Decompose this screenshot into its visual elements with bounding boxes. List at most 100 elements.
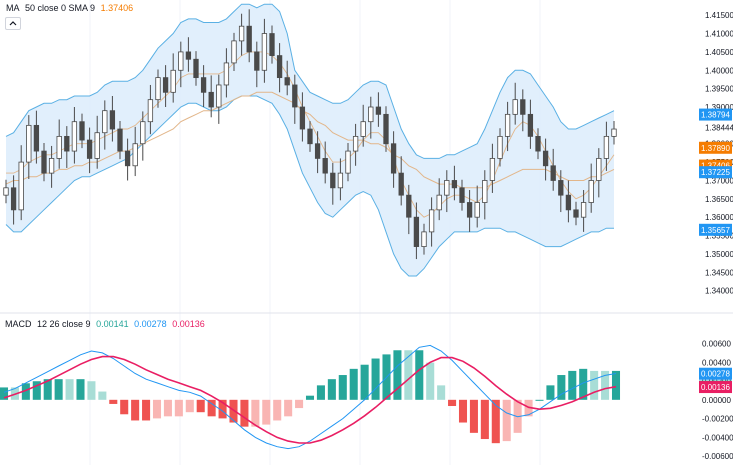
- candle-body: [375, 106, 382, 115]
- candle-body: [56, 135, 62, 159]
- collapse-legend-button[interactable]: [5, 17, 21, 30]
- macd-histogram-bar: [284, 399, 293, 417]
- main-legend-value: 1.37406: [100, 3, 134, 13]
- y-tick-label: 1.36500: [705, 195, 733, 204]
- macd-histogram-bar: [65, 379, 74, 400]
- macd-histogram-bar: [611, 370, 621, 400]
- price-label: 1.37890: [701, 144, 730, 153]
- macd-histogram-bar: [426, 362, 435, 400]
- candle-body: [580, 202, 587, 218]
- ma-slow-line: [5, 91, 615, 189]
- candle-body: [322, 158, 328, 174]
- main-legend-name: MA: [6, 3, 20, 13]
- macd-value-label: 0.00136: [701, 383, 730, 392]
- macd-legend[interactable]: MACD 12 26 close 9 0.00141 0.00278 0.001…: [5, 319, 208, 329]
- candle-body: [314, 143, 321, 159]
- macd-tick-label: 0.00000: [702, 396, 731, 405]
- macd-histogram-bar: [316, 385, 325, 400]
- candle-body: [185, 51, 192, 60]
- macd-histogram-bar: [120, 399, 129, 415]
- candle-body: [611, 128, 617, 137]
- macd-histogram-bar: [76, 379, 85, 400]
- y-tick-label: 1.38444: [705, 123, 733, 132]
- candle-body: [26, 124, 32, 163]
- candle-body: [482, 180, 488, 203]
- candle-body: [10, 187, 17, 211]
- candle-body: [124, 150, 131, 167]
- macd-legend-name: MACD: [5, 319, 32, 329]
- macd-tick-label: -0.00200: [702, 415, 733, 424]
- macd-histogram-bar: [469, 399, 478, 433]
- candle-body: [459, 187, 465, 203]
- macd-tick-label: -0.00400: [702, 433, 733, 442]
- candle-body: [489, 158, 496, 181]
- macd-histogram-bar: [371, 358, 380, 400]
- candle-body: [504, 113, 511, 137]
- macd-tick-label: -0.00600: [702, 452, 733, 461]
- candle-body: [162, 77, 169, 93]
- macd-histogram-bar: [448, 399, 457, 407]
- price-label-box: [699, 223, 732, 236]
- candle-body: [208, 91, 214, 108]
- main-legend[interactable]: MA 50 close 0 SMA 9 1.37406: [6, 3, 136, 13]
- candle-body: [48, 158, 55, 174]
- candle-body: [603, 135, 610, 159]
- candle-body: [413, 216, 420, 247]
- candle-body: [254, 51, 260, 71]
- candle-body: [550, 165, 556, 181]
- candle-body: [86, 139, 93, 159]
- candle-body: [261, 33, 268, 71]
- candle-body: [299, 106, 306, 130]
- candle-body: [474, 202, 480, 218]
- macd-histogram-bar: [491, 399, 500, 444]
- candle-body: [155, 77, 161, 101]
- candle-body: [231, 40, 237, 64]
- macd-histogram-bar: [196, 399, 205, 413]
- price-label-box: [699, 141, 732, 154]
- price-label: 1.37406: [701, 162, 730, 171]
- macd-histogram-bar: [0, 387, 9, 400]
- candle-body: [497, 135, 503, 159]
- macd-histogram-bar: [87, 381, 96, 400]
- macd-histogram-bar: [338, 375, 347, 400]
- main-legend-params: 50 close 0 SMA 9: [25, 3, 96, 13]
- macd-histogram-bar: [349, 368, 358, 400]
- candle-body: [558, 180, 564, 196]
- macd-histogram-bar: [546, 385, 555, 400]
- signal-line: [3, 355, 617, 444]
- macd-histogram-bar: [109, 399, 118, 404]
- candle-body: [565, 194, 572, 211]
- candle-body: [527, 113, 534, 137]
- macd-histogram-bar: [568, 370, 577, 400]
- price-label-box: [699, 108, 732, 121]
- candle-body: [573, 209, 579, 218]
- macd-value-label-box: [699, 381, 732, 394]
- macd-histogram-bar: [218, 399, 227, 419]
- macd-legend-params: 12 26 close 9: [37, 319, 91, 329]
- candle-body: [421, 231, 427, 247]
- candle-body: [109, 110, 116, 130]
- macd-tick-label: 0.00400: [702, 358, 731, 367]
- macd-histogram-bar: [240, 399, 249, 427]
- macd-histogram-bar: [98, 391, 107, 400]
- candle-body: [269, 33, 275, 56]
- candle-body: [79, 121, 85, 141]
- candle-body: [132, 143, 138, 167]
- candle-body: [246, 25, 252, 53]
- macd-histogram-bar: [229, 399, 238, 423]
- price-label: 1.35657: [701, 226, 730, 235]
- candle-body: [428, 209, 435, 233]
- macd-histogram-bar: [273, 399, 282, 421]
- candle-body: [398, 172, 404, 196]
- candle-body: [216, 84, 222, 108]
- y-tick-label: 1.35000: [705, 250, 733, 259]
- macd-line: [3, 344, 617, 450]
- y-tick-label: 1.35500: [705, 232, 733, 241]
- candle-body: [170, 69, 176, 93]
- candle-body: [71, 121, 78, 152]
- macd-histogram-bar: [207, 399, 216, 417]
- macd-histogram-bar: [360, 364, 369, 400]
- y-tick-label: 1.40500: [705, 48, 733, 57]
- macd-histogram-bar: [54, 379, 63, 400]
